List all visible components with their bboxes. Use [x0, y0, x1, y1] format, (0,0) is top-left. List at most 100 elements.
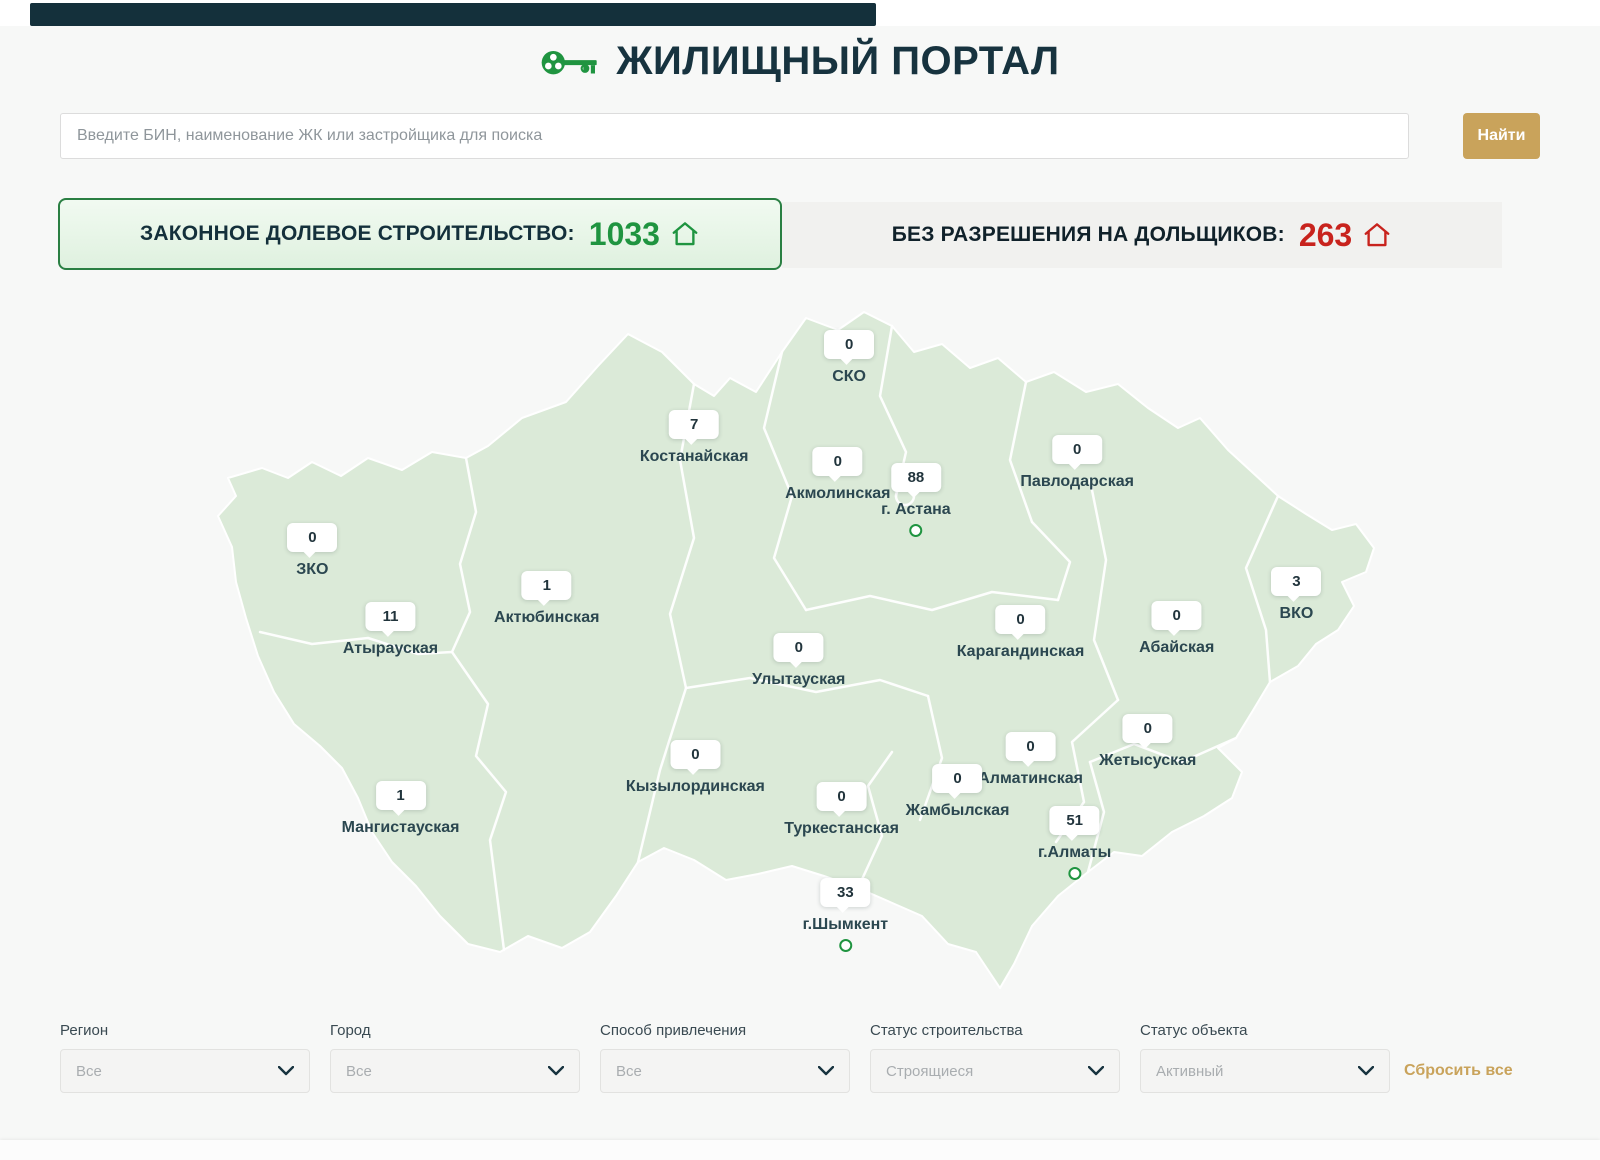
- region-label: Алматинская: [978, 770, 1083, 788]
- region-label: Кызылординская: [625, 777, 765, 795]
- region-label: Абайская: [1139, 639, 1215, 657]
- chevron-down-icon: [1088, 1066, 1104, 1076]
- region-label: ЗКО: [296, 561, 329, 579]
- region-label: ВКО: [1279, 605, 1314, 623]
- filter-value: Все: [616, 1062, 642, 1080]
- map-region-Павлодарская[interactable]: 0 Павлодарская: [1020, 434, 1134, 491]
- map-region-Акмолинская[interactable]: 0 Акмолинская: [785, 447, 890, 503]
- city-marker-dot: [909, 524, 923, 538]
- search-row: Найти: [60, 113, 1540, 159]
- filter-3: Способ привлечения Все: [600, 1022, 850, 1093]
- map-region-Жамбылская[interactable]: 0 Жамбылская: [905, 763, 1010, 820]
- region-count-badge: 1: [521, 570, 572, 606]
- filter-select[interactable]: Строящиеся: [870, 1049, 1120, 1093]
- key-logo-icon: [540, 41, 600, 81]
- map-region-Атырауская[interactable]: 11 Атырауская: [343, 601, 438, 658]
- map-region-Абайская[interactable]: 0 Абайская: [1139, 601, 1214, 657]
- region-count-badge: 7: [669, 409, 720, 445]
- filters-row: Регион Все Город Все Способ привлечения Все Ст…: [60, 1022, 1390, 1093]
- filter-label: Статус объекта: [1140, 1022, 1248, 1039]
- filter-4: Статус строительства Строящиеся: [870, 1022, 1120, 1093]
- filter-label: Регион: [60, 1022, 109, 1039]
- legal-construction-label: ЗАКОННОЕ ДОЛЕВОЕ СТРОИТЕЛЬСТВО:: [140, 222, 575, 245]
- region-count-badge: 0: [773, 632, 824, 668]
- filter-value: Активный: [1156, 1062, 1224, 1080]
- region-label: Акмолинская: [785, 485, 891, 503]
- region-label: Костанайская: [639, 447, 749, 465]
- region-count-badge: 51: [1049, 805, 1100, 841]
- map-region-Кызылординская[interactable]: 0 Кызылординская: [625, 739, 765, 796]
- region-count-badge: 0: [816, 781, 867, 817]
- kazakhstan-map: 0 СКО 7 Костанайская 0 Акмолинская 88 г. Астана…: [170, 300, 1430, 990]
- filter-5: Статус объекта Активный: [1140, 1022, 1390, 1093]
- filter-select[interactable]: Все: [60, 1049, 310, 1093]
- top-dark-bar: [30, 3, 876, 26]
- region-count-badge: 33: [820, 877, 871, 913]
- map-region-Актюбинская[interactable]: 1 Актюбинская: [494, 570, 600, 627]
- footer-strip: [0, 1140, 1600, 1160]
- map-region-Карагандинская[interactable]: 0 Карагандинская: [956, 605, 1085, 661]
- page-title: ЖИЛИЩНЫЙ ПОРТАЛ: [616, 38, 1060, 83]
- region-label: Жетысуская: [1099, 752, 1197, 770]
- region-label: г. Астана: [881, 501, 951, 519]
- map-region-Мангистауская[interactable]: 1 Мангистауская: [342, 781, 460, 837]
- legal-construction-value: 1033: [588, 215, 660, 252]
- filter-value: Строящиеся: [886, 1062, 974, 1080]
- legal-construction-banner[interactable]: ЗАКОННОЕ ДОЛЕВОЕ СТРОИТЕЛЬСТВО: 1033: [58, 198, 782, 270]
- city-marker-dot: [838, 938, 852, 952]
- search-button[interactable]: Найти: [1463, 113, 1540, 159]
- reset-filters-link[interactable]: Сбросить все: [1404, 1062, 1513, 1079]
- map-region-ЗКО[interactable]: 0 ЗКО: [287, 523, 338, 579]
- map-region-Алматинская[interactable]: 0 Алматинская: [978, 732, 1083, 788]
- region-count-badge: 0: [932, 763, 983, 799]
- region-count-badge: 0: [824, 329, 875, 365]
- region-label: СКО: [832, 367, 866, 385]
- region-count-badge: 1: [375, 781, 426, 816]
- region-label: г.Шымкент: [802, 915, 889, 933]
- region-label: Карагандинская: [956, 643, 1085, 661]
- region-count-badge: 0: [995, 605, 1046, 641]
- map-region-Жетысуская[interactable]: 0 Жетысуская: [1099, 714, 1196, 770]
- filter-select[interactable]: Все: [330, 1049, 580, 1093]
- house-icon-red: [1362, 220, 1392, 250]
- filter-value: Все: [346, 1062, 372, 1080]
- region-count-badge: 3: [1271, 567, 1322, 603]
- map-region-Костанайская[interactable]: 7 Костанайская: [639, 409, 749, 466]
- region-count-badge: 88: [890, 463, 941, 498]
- city-marker-dot: [1068, 866, 1082, 880]
- region-count-badge: 0: [812, 447, 863, 483]
- search-input[interactable]: [60, 113, 1409, 159]
- region-label: Туркестанская: [784, 819, 899, 837]
- chevron-down-icon: [548, 1066, 564, 1076]
- region-count-badge: 0: [1005, 732, 1056, 767]
- filter-select[interactable]: Активный: [1140, 1049, 1390, 1093]
- no-permit-banner[interactable]: БЕЗ РАЗРЕШЕНИЯ НА ДОЛЬЩИКОВ: 263: [782, 202, 1502, 268]
- map-region-Улытауская[interactable]: 0 Улытауская: [752, 632, 845, 689]
- chevron-down-icon: [1358, 1066, 1374, 1076]
- region-count-badge: 0: [670, 739, 721, 775]
- region-count-badge: 0: [287, 523, 338, 558]
- region-count-badge: 0: [1151, 601, 1202, 636]
- map-region-г.Шымкент[interactable]: 33 г.Шымкент: [802, 877, 889, 952]
- house-icon-green: [670, 219, 700, 249]
- map-region-ВКО[interactable]: 3 ВКО: [1271, 567, 1322, 623]
- no-permit-value: 263: [1298, 216, 1353, 253]
- filter-value: Все: [76, 1062, 102, 1080]
- map-region-СКО[interactable]: 0 СКО: [824, 329, 875, 386]
- filter-1: Регион Все: [60, 1022, 310, 1093]
- map-region-г. Астана[interactable]: 88 г. Астана: [881, 463, 951, 538]
- header: ЖИЛИЩНЫЙ ПОРТАЛ: [0, 30, 1600, 92]
- chevron-down-icon: [818, 1066, 834, 1076]
- region-count-badge: 0: [1122, 714, 1173, 750]
- region-label: Актюбинская: [494, 608, 600, 626]
- region-label: Жамбылская: [905, 801, 1010, 819]
- map-region-г.Алматы[interactable]: 51 г.Алматы: [1038, 805, 1112, 880]
- map-region-Туркестанская[interactable]: 0 Туркестанская: [784, 781, 899, 838]
- region-label: г.Алматы: [1038, 843, 1112, 861]
- region-count-badge: 0: [1052, 434, 1103, 470]
- filter-label: Статус строительства: [870, 1022, 1023, 1039]
- region-count-badge: 11: [365, 601, 416, 637]
- filter-select[interactable]: Все: [600, 1049, 850, 1093]
- no-permit-label: БЕЗ РАЗРЕШЕНИЯ НА ДОЛЬЩИКОВ:: [891, 223, 1285, 246]
- filter-label: Способ привлечения: [600, 1022, 747, 1039]
